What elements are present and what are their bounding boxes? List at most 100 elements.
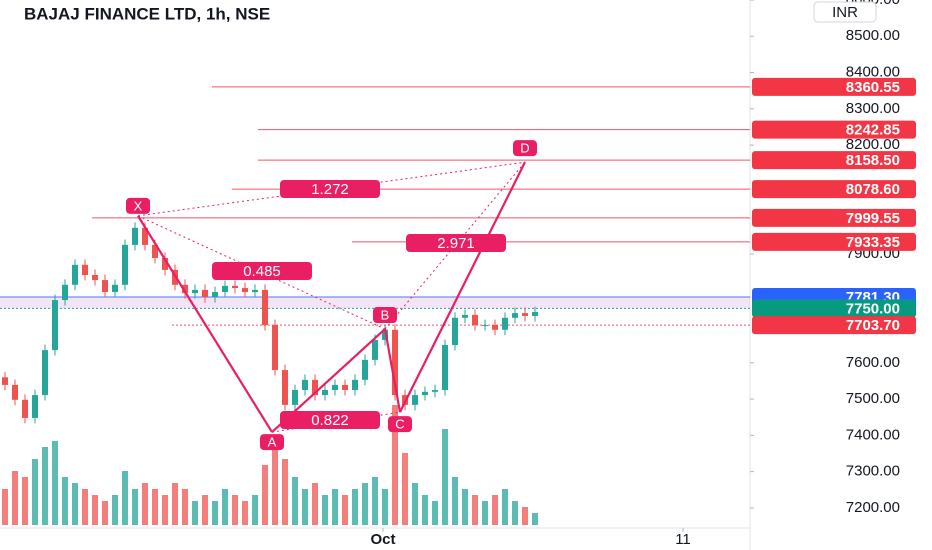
x-tick-label: 11 [675, 531, 691, 548]
price-tag [752, 77, 916, 96]
volume-bar [242, 501, 248, 525]
candle-body [272, 325, 278, 371]
price-tag-label: 8242.85 [846, 122, 900, 139]
price-tag-label: 7933.35 [846, 234, 900, 251]
pattern-leg [137, 215, 273, 433]
candle-body [522, 313, 528, 316]
y-tick-label: 7500.00 [846, 390, 900, 407]
price-tag-label: 8158.50 [846, 152, 900, 169]
volume-bar [462, 489, 468, 525]
volume-bar [52, 441, 58, 525]
candle-body [322, 390, 328, 396]
price-tag-label: 7999.55 [846, 210, 900, 227]
candle-body [222, 285, 228, 293]
pattern-point-label: D [520, 141, 529, 156]
ratio-label: 0.822 [311, 412, 349, 429]
candle-body [262, 289, 268, 326]
candle-body [512, 313, 518, 318]
price-tag-label: 7750.00 [846, 300, 900, 317]
volume-bar [532, 513, 538, 525]
volume-bar [482, 501, 488, 525]
y-tick-label: 8300.00 [846, 100, 900, 117]
candle-body [12, 384, 18, 400]
volume-bar [292, 477, 298, 525]
candle-body [362, 359, 368, 380]
candle-body [432, 390, 438, 392]
price-tag-label: 8360.55 [846, 79, 900, 96]
volume-bar [522, 507, 528, 525]
y-tick-label: 7200.00 [846, 499, 900, 516]
volume-bar [82, 489, 88, 525]
volume-bar [412, 483, 418, 525]
price-tag-label: 8078.60 [846, 181, 900, 198]
candle-body [282, 370, 288, 405]
plot [0, 86, 750, 525]
volume-bar [92, 495, 98, 525]
candle-body [312, 379, 318, 396]
volume-bar [312, 483, 318, 525]
candle-body [462, 314, 468, 318]
volume-bar [282, 459, 288, 525]
volume-bar [212, 501, 218, 525]
candle-body [242, 288, 248, 293]
candle-body [162, 257, 168, 270]
price-tag [752, 208, 916, 227]
candle-body [152, 244, 158, 258]
price-tag [752, 232, 916, 251]
candle-body [82, 264, 88, 275]
candle-body [412, 395, 418, 405]
volume-bar [142, 483, 148, 525]
volume-bar [362, 483, 368, 525]
candle-body [352, 379, 358, 391]
volume-bar [132, 489, 138, 525]
candle-body [502, 317, 508, 330]
y-tick-label: 7600.00 [846, 354, 900, 371]
volume-bar [202, 495, 208, 525]
volume-bar [172, 483, 178, 525]
volume-bar [262, 465, 268, 525]
ratio-box [406, 234, 506, 252]
pattern-point-label: A [268, 435, 277, 450]
x-tick-label: Oct [370, 531, 395, 548]
candle-body [22, 399, 28, 418]
candle-body [252, 289, 258, 293]
candle-body [182, 284, 188, 294]
volume-bar [192, 501, 198, 525]
y-tick-label: 7300.00 [846, 463, 900, 480]
price-tag [752, 120, 916, 139]
candle-body [122, 244, 128, 285]
volume-bar [372, 477, 378, 525]
volume-bar [442, 429, 448, 525]
candle-body [112, 284, 118, 293]
candle-body [2, 377, 8, 385]
candle-body [52, 300, 58, 351]
price-tag [752, 299, 916, 318]
currency-box [813, 1, 877, 23]
volume-bar [112, 495, 118, 525]
volume-bar [502, 489, 508, 525]
candle-body [532, 312, 538, 316]
volume-bar [322, 495, 328, 525]
pattern-point-box [388, 416, 412, 433]
volume-bar [102, 501, 108, 525]
candle-body [102, 280, 108, 293]
pattern-point-box [126, 197, 150, 214]
volume-bar [342, 495, 348, 525]
y-tick-label: 8200.00 [846, 136, 900, 153]
y-tick-label: 8500.00 [846, 27, 900, 44]
ratio-box [280, 411, 380, 429]
candle-body [212, 292, 218, 298]
volume-bar [432, 501, 438, 525]
candle-body [372, 339, 378, 360]
volume-bar [222, 489, 228, 525]
volume-bar [22, 477, 28, 525]
zone [0, 297, 750, 309]
candle-body [492, 325, 498, 330]
volume-bar [72, 483, 78, 525]
volume-bar [382, 489, 388, 525]
volume-bar [422, 495, 428, 525]
pattern-point-label: C [395, 417, 404, 432]
candle-body [192, 289, 198, 294]
